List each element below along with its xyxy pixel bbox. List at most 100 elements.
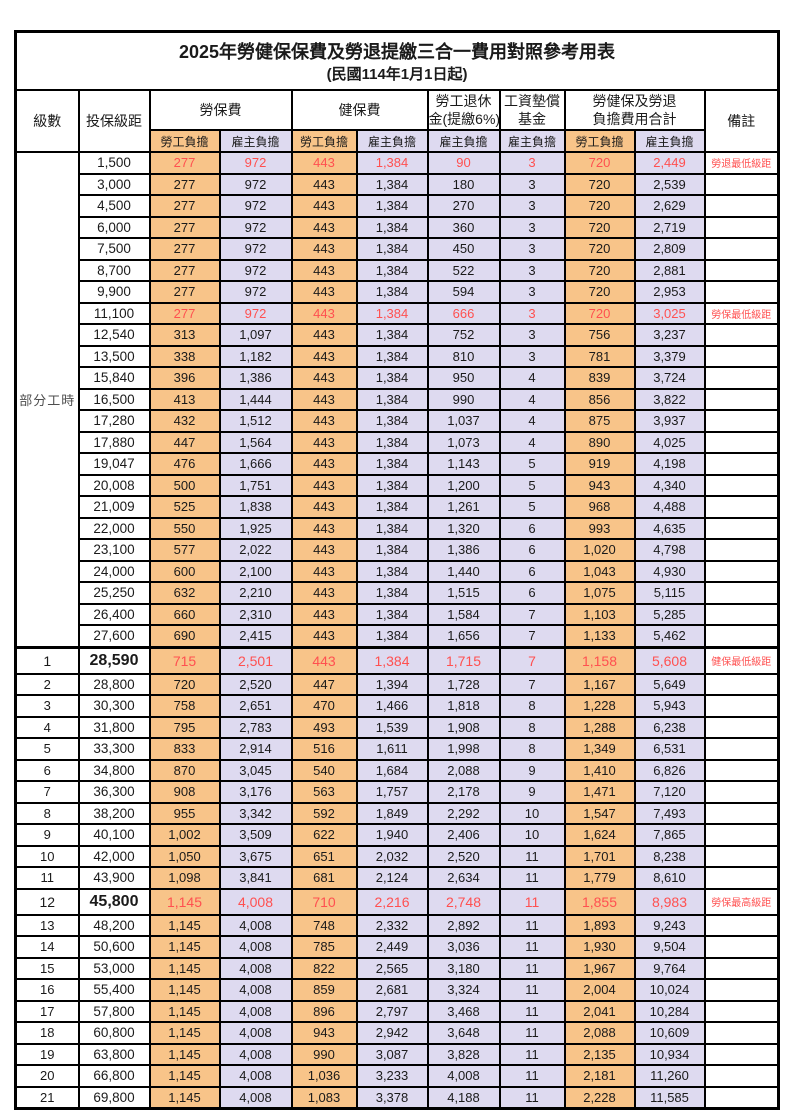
total-employer-cell: 6,531 xyxy=(633,737,706,761)
health-employee-cell: 681 xyxy=(290,866,358,890)
title-row: 2025年勞健保保費及勞退提繳三合一費用對照參考用表 (民國114年1月1日起) xyxy=(14,30,780,91)
total-employee-cell: 720 xyxy=(563,194,636,218)
labor-employee-cell: 715 xyxy=(148,645,221,675)
wage-fund-employer-cell: 3 xyxy=(498,301,566,325)
labor-employer-cell: 4,008 xyxy=(218,1021,293,1045)
table-row: 21,009 525 1,838 443 1,384 1,261 5 968 4,488 xyxy=(16,495,780,519)
bracket-cell: 8,700 xyxy=(77,258,151,282)
health-employer-cell: 1,757 xyxy=(355,780,429,804)
table-row: 13,500 338 1,182 443 1,384 810 3 781 3,379 xyxy=(16,344,780,368)
health-employer-cell: 1,940 xyxy=(355,823,429,847)
remark-cell xyxy=(703,516,780,540)
labor-employee-cell: 1,145 xyxy=(148,956,221,980)
total-employee-cell: 890 xyxy=(563,430,636,454)
pension-employer-cell: 3,324 xyxy=(426,978,501,1002)
table-row: 7 36,300 908 3,176 563 1,757 2,178 9 1,471 7,120 xyxy=(14,780,780,804)
health-employee-cell: 443 xyxy=(290,473,358,497)
remark-cell xyxy=(703,258,780,282)
health-employee-cell: 710 xyxy=(290,887,358,916)
labor-employer-cell: 2,501 xyxy=(218,645,293,675)
fee-reference-table: 2025年勞健保保費及勞退提繳三合一費用對照參考用表 (民國114年1月1日起)… xyxy=(14,30,781,1110)
remark-cell xyxy=(703,366,780,390)
table-row: 17,280 432 1,512 443 1,384 1,037 4 875 3,937 xyxy=(16,409,780,433)
health-employer-cell: 1,384 xyxy=(355,495,429,519)
wage-fund-employer-cell: 11 xyxy=(498,1064,566,1088)
pension-employer-cell: 1,037 xyxy=(426,409,501,433)
pension-employer-cell: 3,648 xyxy=(426,1021,501,1045)
remark-cell xyxy=(703,758,780,782)
total-employer-cell: 4,635 xyxy=(633,516,706,540)
subheader-health-employer: 雇主負擔 xyxy=(355,129,429,153)
health-employer-cell: 1,384 xyxy=(355,387,429,411)
total-employee-cell: 1,471 xyxy=(563,780,636,804)
total-employee-cell: 1,349 xyxy=(563,737,636,761)
pension-employer-cell: 4,008 xyxy=(426,1064,501,1088)
bracket-cell: 23,100 xyxy=(77,538,151,562)
remark-cell xyxy=(703,215,780,239)
total-employee-cell: 720 xyxy=(563,280,636,304)
total-employee-cell: 720 xyxy=(563,237,636,261)
subheader-total-employer: 雇主負擔 xyxy=(633,129,706,153)
bracket-cell: 48,200 xyxy=(77,913,151,937)
remark-cell: 勞退最低級距 xyxy=(703,151,780,175)
total-employer-cell: 3,379 xyxy=(633,344,706,368)
labor-employee-cell: 1,145 xyxy=(148,887,221,916)
header-total: 勞健保及勞退 負擔費用合計 xyxy=(563,89,706,131)
table-row: 23,100 577 2,022 443 1,384 1,386 6 1,020 4,798 xyxy=(16,538,780,562)
total-employer-cell: 2,539 xyxy=(633,172,706,196)
level-cell: 21 xyxy=(14,1085,80,1110)
total-employee-cell: 1,855 xyxy=(563,887,636,916)
bracket-cell: 6,000 xyxy=(77,215,151,239)
labor-employee-cell: 758 xyxy=(148,694,221,718)
wage-fund-employer-cell: 11 xyxy=(498,935,566,959)
table-row: 25,250 632 2,210 443 1,384 1,515 6 1,075 5,115 xyxy=(16,581,780,605)
health-employer-cell: 1,849 xyxy=(355,801,429,825)
wage-fund-employer-cell: 11 xyxy=(498,999,566,1023)
labor-employer-cell: 3,045 xyxy=(218,758,293,782)
wage-fund-employer-cell: 3 xyxy=(498,194,566,218)
labor-employer-cell: 1,564 xyxy=(218,430,293,454)
health-employee-cell: 443 xyxy=(290,151,358,175)
pension-employer-cell: 180 xyxy=(426,172,501,196)
total-employer-cell: 3,025 xyxy=(633,301,706,325)
total-employer-cell: 8,983 xyxy=(633,887,706,916)
total-employee-cell: 720 xyxy=(563,215,636,239)
remark-cell xyxy=(703,1064,780,1088)
total-employer-cell: 4,198 xyxy=(633,452,706,476)
labor-employee-cell: 1,002 xyxy=(148,823,221,847)
pension-employer-cell: 3,828 xyxy=(426,1042,501,1066)
labor-employee-cell: 690 xyxy=(148,624,221,648)
health-employee-cell: 443 xyxy=(290,495,358,519)
total-employer-cell: 10,024 xyxy=(633,978,706,1002)
labor-employee-cell: 908 xyxy=(148,780,221,804)
level-cell: 16 xyxy=(14,978,80,1002)
total-employee-cell: 1,020 xyxy=(563,538,636,562)
table-row: 15 53,000 1,145 4,008 822 2,565 3,180 11 1,967 9,… xyxy=(14,956,780,980)
bracket-cell: 28,590 xyxy=(77,645,151,675)
pension-employer-cell: 666 xyxy=(426,301,501,325)
labor-employee-cell: 313 xyxy=(148,323,221,347)
pension-employer-cell: 2,178 xyxy=(426,780,501,804)
labor-employer-cell: 2,210 xyxy=(218,581,293,605)
wage-fund-employer-cell: 10 xyxy=(498,823,566,847)
table-body: 部分工時 1,500 277 972 443 1,384 90 3 720 2,449 勞退最低級距… xyxy=(14,151,780,1110)
health-employee-cell: 443 xyxy=(290,387,358,411)
labor-employer-cell: 1,444 xyxy=(218,387,293,411)
health-employer-cell: 1,466 xyxy=(355,694,429,718)
wage-fund-employer-cell: 7 xyxy=(498,624,566,648)
health-employer-cell: 2,681 xyxy=(355,978,429,1002)
health-employee-cell: 443 xyxy=(290,366,358,390)
labor-employer-cell: 4,008 xyxy=(218,935,293,959)
table-row: 17,880 447 1,564 443 1,384 1,073 4 890 4,025 xyxy=(16,430,780,454)
table-row: 7,500 277 972 443 1,384 450 3 720 2,809 xyxy=(16,237,780,261)
labor-employee-cell: 476 xyxy=(148,452,221,476)
table-row: 5 33,300 833 2,914 516 1,611 1,998 8 1,349 6,531 xyxy=(14,737,780,761)
pension-employer-cell: 3,180 xyxy=(426,956,501,980)
pension-employer-cell: 1,515 xyxy=(426,581,501,605)
labor-employer-cell: 2,310 xyxy=(218,602,293,626)
labor-employer-cell: 4,008 xyxy=(218,999,293,1023)
total-employee-cell: 720 xyxy=(563,172,636,196)
total-employee-cell: 1,043 xyxy=(563,559,636,583)
total-employee-cell: 1,103 xyxy=(563,602,636,626)
health-employee-cell: 443 xyxy=(290,430,358,454)
